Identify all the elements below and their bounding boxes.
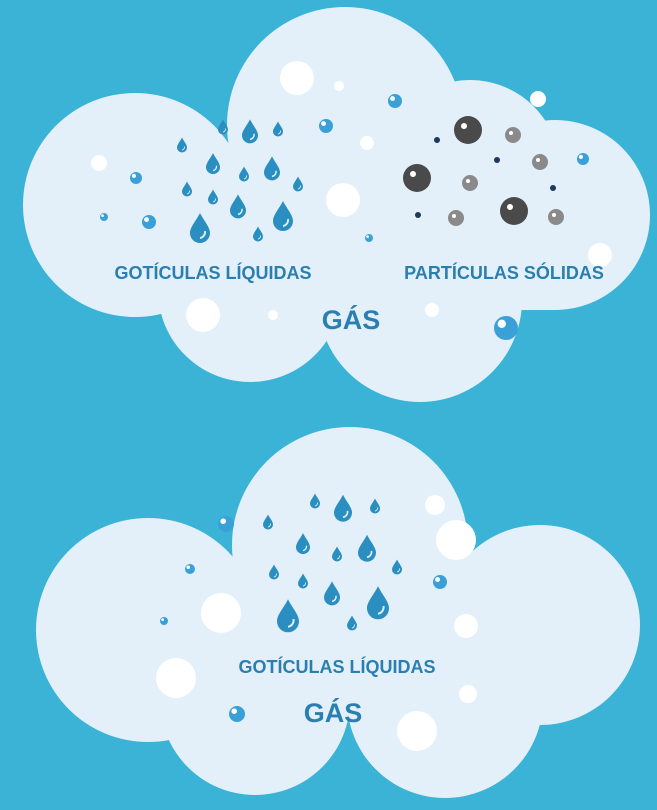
label: GOTÍCULAS LÍQUIDAS [239, 656, 436, 677]
bubble [459, 685, 477, 703]
bubble [201, 593, 241, 633]
blue-bubble [577, 153, 589, 165]
solid-particle [415, 212, 421, 218]
bubble [530, 91, 546, 107]
blue-bubble [365, 234, 373, 242]
solid-particle [494, 157, 500, 163]
page: GOTÍCULAS LÍQUIDAS PARTÍCULAS SÓLIDAS GÁ… [0, 0, 657, 810]
blue-bubble [218, 516, 234, 532]
solid-particle [505, 127, 521, 143]
bubble [334, 81, 344, 91]
bubble-shine [144, 217, 149, 222]
bubble-shine [231, 708, 237, 714]
solid-particle [462, 175, 478, 191]
bubble [268, 310, 278, 320]
bubble [326, 183, 360, 217]
blue-bubble [433, 575, 447, 589]
solid-particle [532, 154, 548, 170]
bubble [425, 303, 439, 317]
bubble [397, 711, 437, 751]
bubble-shine [187, 566, 191, 570]
bubble-shine [101, 214, 104, 217]
solid-particle [500, 197, 528, 225]
bubble-shine [498, 320, 506, 328]
bubble-shine [161, 618, 164, 621]
particle-shine [507, 204, 513, 210]
solid-particle [548, 209, 564, 225]
blue-bubble [100, 213, 108, 221]
particle-shine [461, 123, 467, 129]
solid-particle [550, 185, 556, 191]
bubble [91, 155, 107, 171]
bubble [425, 495, 445, 515]
bubble [454, 614, 478, 638]
bubble [156, 658, 196, 698]
particle-shine [452, 214, 456, 218]
label: PARTÍCULAS SÓLIDAS [404, 262, 604, 283]
particle-shine [509, 131, 513, 135]
bubble [186, 298, 220, 332]
blue-bubble [130, 172, 142, 184]
particle-shine [466, 179, 470, 183]
blue-bubble [229, 706, 245, 722]
particle-shine [410, 171, 416, 177]
bubble [280, 61, 314, 95]
medium-label: GÁS [322, 304, 381, 335]
solid-particle [434, 137, 440, 143]
bubble-shine [390, 96, 395, 101]
label: GOTÍCULAS LÍQUIDAS [115, 262, 312, 283]
bubble-shine [220, 518, 226, 524]
bubble-shine [579, 155, 583, 159]
bubble-shine [366, 235, 369, 238]
solid-particle [448, 210, 464, 226]
blue-bubble [142, 215, 156, 229]
illustration: GOTÍCULAS LÍQUIDAS PARTÍCULAS SÓLIDAS GÁ… [0, 0, 657, 810]
particle-shine [536, 158, 540, 162]
blue-bubble [185, 564, 195, 574]
bubble [360, 136, 374, 150]
bubble-shine [132, 174, 136, 178]
blue-bubble [494, 316, 518, 340]
bubble-shine [435, 577, 440, 582]
blue-bubble [388, 94, 402, 108]
medium-label: GÁS [304, 697, 363, 728]
bubble [436, 520, 476, 560]
bubble-shine [321, 121, 326, 126]
solid-particle [454, 116, 482, 144]
blue-bubble [319, 119, 333, 133]
blue-bubble [160, 617, 168, 625]
particle-shine [552, 213, 556, 217]
solid-particle [403, 164, 431, 192]
